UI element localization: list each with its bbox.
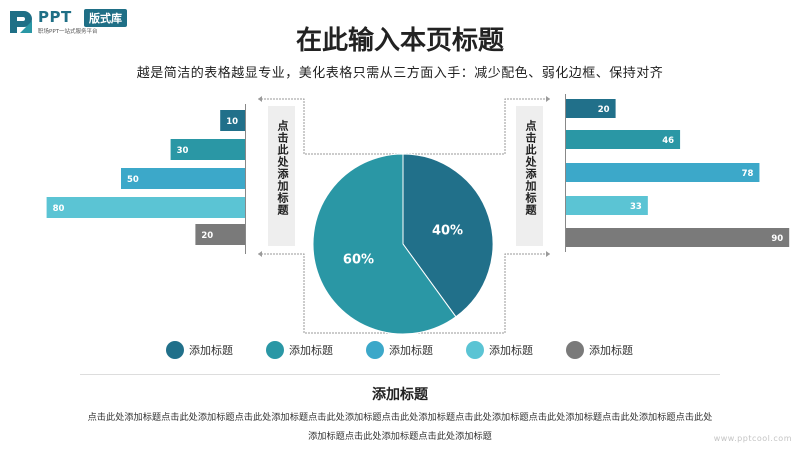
arrow-head-icon (258, 251, 262, 257)
legend-swatch (366, 341, 384, 359)
pie-chart: 40% 60% (312, 153, 494, 335)
callout-left-label[interactable]: 点击此处添加标题 (276, 120, 289, 216)
left-bar[interactable] (121, 168, 245, 189)
right-bar[interactable] (566, 228, 790, 247)
pie-slice-label: 60% (343, 252, 374, 267)
connector-top-left (258, 98, 403, 155)
left-bar[interactable] (170, 139, 245, 160)
legend-label: 添加标题 (189, 344, 233, 357)
brand-logo[interactable]: PPT 版式库 职场PPT一站式服务平台 (8, 6, 158, 36)
logo-tagline: 职场PPT一站式服务平台 (38, 29, 98, 35)
legend-label: 添加标题 (289, 344, 333, 357)
left-bar-value: 20 (201, 231, 213, 241)
watermark: www.pptcool.com (713, 434, 792, 443)
arrow-head-icon (546, 96, 550, 102)
left-bar-chart: 10 30 50 80 20 (46, 104, 246, 254)
page-subtitle[interactable]: 越是简洁的表格越显专业，美化表格只需从三方面入手：减少配色、弱化边框、保持对齐 (136, 66, 664, 81)
callout-right-label[interactable]: 点击此处添加标题 (524, 120, 537, 216)
legend-label: 添加标题 (589, 344, 633, 357)
section-title[interactable]: 添加标题 (372, 387, 428, 403)
left-bar[interactable] (220, 110, 245, 131)
divider (80, 374, 720, 375)
left-bar-value: 50 (127, 175, 139, 185)
right-bar[interactable] (566, 130, 681, 149)
legend-item-2: 添加标题 (266, 340, 333, 360)
right-bar[interactable] (566, 163, 760, 182)
legend-item-3: 添加标题 (366, 340, 433, 360)
left-bar[interactable] (46, 197, 245, 218)
left-bar-value: 80 (53, 204, 65, 214)
right-bar-value: 78 (742, 169, 754, 179)
page-title[interactable]: 在此输入本页标题 (295, 26, 504, 56)
connector-top-right (403, 98, 550, 155)
callout-left-panel[interactable] (268, 106, 295, 246)
legend-swatch (466, 341, 484, 359)
legend-swatch (166, 341, 184, 359)
left-bar-value: 30 (177, 146, 189, 156)
pie-slice[interactable] (402, 153, 494, 318)
pie-slice-label: 40% (432, 224, 463, 239)
left-bar[interactable] (195, 224, 245, 245)
callout-right-panel[interactable] (516, 106, 543, 246)
legend-swatch (266, 341, 284, 359)
right-bar[interactable] (566, 99, 616, 118)
legend: 添加标题 添加标题 添加标题 添加标题 添加标题 (160, 340, 680, 362)
legend-swatch (566, 341, 584, 359)
arrow-head-icon (546, 251, 550, 257)
connector-lines (258, 96, 550, 334)
legend-item-1: 添加标题 (166, 340, 233, 360)
body-text[interactable]: 点击此处添加标题点击此处添加标题点击此处添加标题点击此处添加标题点击此处添加标题… (87, 412, 713, 442)
legend-item-5: 添加标题 (566, 340, 633, 360)
right-bar-value: 90 (771, 234, 783, 244)
logo-text: PPT (38, 8, 72, 26)
connector-bottom-left (258, 253, 403, 334)
pie-slice[interactable] (312, 153, 457, 335)
right-bar[interactable] (566, 196, 648, 215)
legend-item-4: 添加标题 (466, 340, 533, 360)
right-bar-value: 46 (662, 136, 674, 146)
arrow-head-icon (258, 96, 262, 102)
right-bar-value: 33 (630, 202, 642, 212)
legend-label: 添加标题 (489, 344, 533, 357)
connector-bottom-right (403, 253, 550, 334)
right-bar-chart: 20 46 78 33 90 (565, 94, 790, 252)
legend-label: 添加标题 (389, 344, 433, 357)
ppt-logo-icon (10, 11, 32, 33)
logo-badge: 版式库 (84, 9, 127, 27)
left-bar-value: 10 (226, 117, 238, 127)
right-bar-value: 20 (598, 105, 610, 115)
